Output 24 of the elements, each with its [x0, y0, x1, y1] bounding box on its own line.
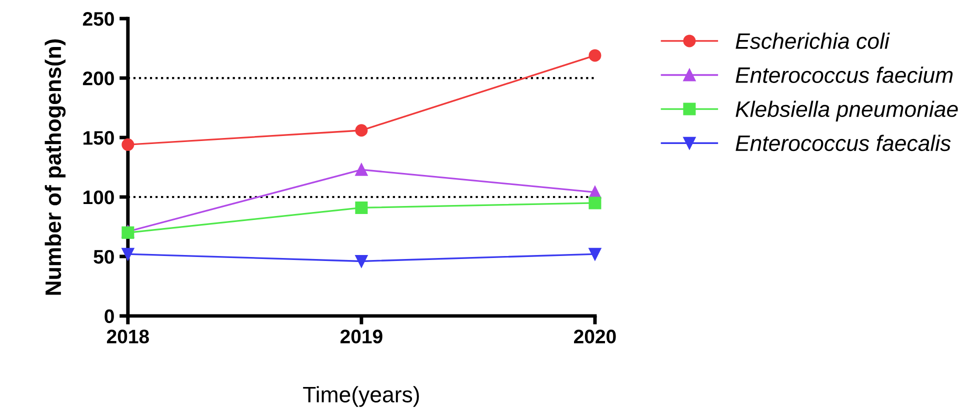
- y-tick-label: 150: [84, 130, 114, 145]
- point: [588, 196, 602, 210]
- y-tick-label: 250: [82, 12, 114, 26]
- point: [588, 49, 602, 62]
- legend-label: Enterococcus faecalis: [736, 134, 951, 152]
- point: [122, 138, 134, 151]
- y-tick-label: 200: [82, 72, 114, 86]
- legend-label: Enterococcus faecium: [736, 66, 953, 84]
- y-tick-label: 50: [94, 250, 114, 264]
- x-axis-title: Time(years): [303, 386, 419, 407]
- point: [355, 124, 368, 137]
- x-tick-label: 2020: [574, 330, 616, 344]
- y-axis-title: Number of pathogens(n): [44, 39, 66, 295]
- legend-label: Klebsiella pneumoniae: [736, 100, 958, 122]
- point: [355, 254, 368, 268]
- y-tick-label: 0: [104, 309, 114, 324]
- point: [355, 163, 368, 176]
- point: [588, 248, 602, 260]
- y-tick-label: 100: [84, 190, 114, 204]
- legend-label: Escherichia coli: [736, 32, 890, 49]
- x-tick-label: 2018: [106, 330, 149, 344]
- point: [355, 201, 368, 214]
- point: [122, 248, 134, 260]
- x-tick-label: 2019: [340, 330, 382, 344]
